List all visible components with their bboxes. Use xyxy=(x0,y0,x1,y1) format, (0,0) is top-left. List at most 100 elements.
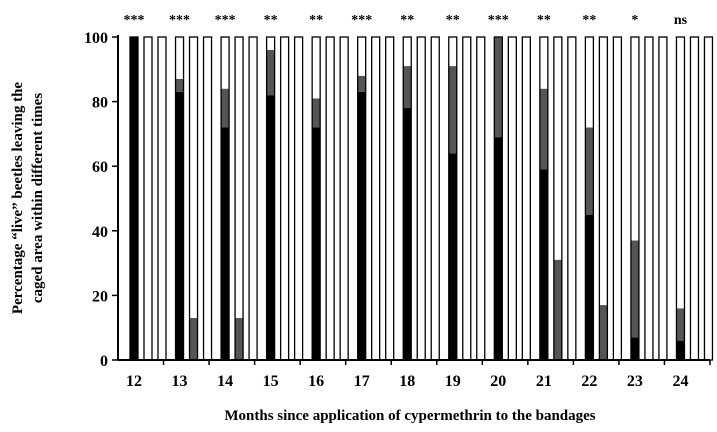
y-tick-label: 80 xyxy=(92,95,108,112)
bar-segment-24-1-2 xyxy=(676,308,685,341)
significance-label: *** xyxy=(215,13,236,28)
bar-outline-18-2 xyxy=(416,36,426,361)
x-tick-label: 18 xyxy=(399,373,415,390)
bar-segment-22-1-2 xyxy=(585,127,594,215)
bar-segment-15-1-1 xyxy=(266,95,275,360)
bar-segment-24-1-1 xyxy=(676,340,685,360)
bar-segment-23-1-2 xyxy=(630,240,639,338)
significance-label: *** xyxy=(351,13,372,28)
bar-outline-17-2 xyxy=(371,36,381,361)
bar-outline-16-2 xyxy=(325,36,335,361)
y-axis-title-line2: caged area within different times xyxy=(30,93,46,303)
x-axis-title: Months since application of cypermethrin… xyxy=(224,408,595,424)
bar-outline-12-3 xyxy=(157,36,167,361)
plot-area: 12***13***14***15**16**17***18**19**20**… xyxy=(84,13,714,390)
bar-segment-17-1-3 xyxy=(357,37,366,76)
bar-segment-17-1-1 xyxy=(357,91,366,360)
bar-segment-20-1-1 xyxy=(494,137,503,360)
x-tick-label: 23 xyxy=(627,373,643,390)
bar-segment-16-1-3 xyxy=(312,37,321,99)
bar-outline-14-3 xyxy=(248,36,258,361)
x-tick-label: 21 xyxy=(536,373,552,390)
x-tick-label: 16 xyxy=(308,373,324,390)
y-tick-label: 20 xyxy=(92,288,108,305)
bar-outline-23-2 xyxy=(644,36,654,361)
x-tick-label: 15 xyxy=(263,373,279,390)
bar-segment-16-1-2 xyxy=(312,98,321,128)
bar-outline-16-3 xyxy=(339,36,349,361)
significance-label: ** xyxy=(309,13,323,28)
bar-segment-21-2-2 xyxy=(553,259,562,360)
bar-outline-24-3 xyxy=(703,36,714,361)
x-tick-label: 17 xyxy=(354,373,370,390)
bar-segment-15-1-2 xyxy=(266,49,275,96)
y-tick-label: 100 xyxy=(84,30,108,47)
bar-segment-21-1-3 xyxy=(539,37,548,89)
bar-segment-18-1-3 xyxy=(403,37,412,67)
bar-segment-22-1-3 xyxy=(585,37,594,128)
bar-outline-12-2 xyxy=(143,36,153,361)
bar-outline-13-3 xyxy=(202,36,213,361)
bar-segment-14-1-2 xyxy=(221,88,230,128)
bar-outline-22-3 xyxy=(612,36,623,361)
significance-label: ** xyxy=(446,13,460,28)
bar-outline-17-3 xyxy=(385,36,395,361)
x-tick-label: 13 xyxy=(172,373,188,390)
bar-segment-21-1-2 xyxy=(539,88,548,170)
bar-segment-24-1-3 xyxy=(676,37,685,309)
bar-segment-13-1-3 xyxy=(175,37,184,79)
bar-segment-20-1-2 xyxy=(494,37,503,138)
y-tick-label: 40 xyxy=(92,224,108,241)
y-axis-title-line1: Percentage “live” beetles leaving the xyxy=(10,82,26,314)
significance-label: *** xyxy=(488,13,509,28)
bar-outline-19-2 xyxy=(462,36,472,361)
bar-outline-23-3 xyxy=(658,36,668,361)
bar-outline-21-3 xyxy=(567,36,577,361)
bar-outline-15-2 xyxy=(279,36,290,361)
bar-outline-24-2 xyxy=(689,36,700,361)
y-axis-title: Percentage “live” beetles leaving the ca… xyxy=(10,82,46,314)
bar-segment-17-1-2 xyxy=(357,75,366,92)
significance-label: * xyxy=(631,13,638,28)
significance-label: ** xyxy=(537,13,551,28)
bar-segment-13-2-2 xyxy=(189,318,198,360)
bar-segment-19-1-2 xyxy=(448,66,457,154)
bar-segment-15-1-3 xyxy=(266,37,275,50)
significance-label: ** xyxy=(264,13,278,28)
bar-segment-16-1-1 xyxy=(312,127,321,360)
bar-segment-21-1-1 xyxy=(539,169,548,360)
x-tick-label: 20 xyxy=(490,373,506,390)
bar-segment-13-1-2 xyxy=(175,78,184,92)
bar-outline-20-2 xyxy=(507,36,517,361)
bar-outline-13-2 xyxy=(188,36,199,361)
significance-label: ns xyxy=(674,13,688,28)
significance-label: ** xyxy=(400,13,414,28)
y-tick-label: 60 xyxy=(92,159,108,176)
bar-segment-19-1-1 xyxy=(448,153,457,360)
bar-segment-12-1-1 xyxy=(130,37,138,360)
x-tick-label: 24 xyxy=(672,373,688,390)
y-tick-label: 0 xyxy=(100,353,108,370)
bar-segment-14-1-3 xyxy=(221,37,230,89)
bar-segment-22-2-2 xyxy=(599,305,608,360)
bar-outline-20-3 xyxy=(521,36,531,361)
bar-segment-23-1-1 xyxy=(630,337,639,360)
bar-segment-18-1-2 xyxy=(403,66,412,109)
bar-segment-13-1-1 xyxy=(175,91,184,360)
significance-label: *** xyxy=(124,13,145,28)
x-tick-label: 12 xyxy=(126,373,142,390)
bar-outline-18-3 xyxy=(430,36,440,361)
bar-segment-23-1-3 xyxy=(630,37,639,241)
x-tick-label: 14 xyxy=(217,373,233,390)
bar-segment-18-1-1 xyxy=(403,108,412,360)
x-tick-label: 22 xyxy=(581,373,597,390)
x-tick-label: 19 xyxy=(445,373,461,390)
bar-segment-14-2-2 xyxy=(235,318,244,360)
significance-label: ** xyxy=(582,13,596,28)
bar-segment-14-1-1 xyxy=(221,127,230,360)
bar-segment-19-1-3 xyxy=(448,37,457,67)
bar-outline-15-3 xyxy=(293,36,304,361)
bar-outline-19-3 xyxy=(476,36,486,361)
bar-segment-22-1-1 xyxy=(585,214,594,360)
